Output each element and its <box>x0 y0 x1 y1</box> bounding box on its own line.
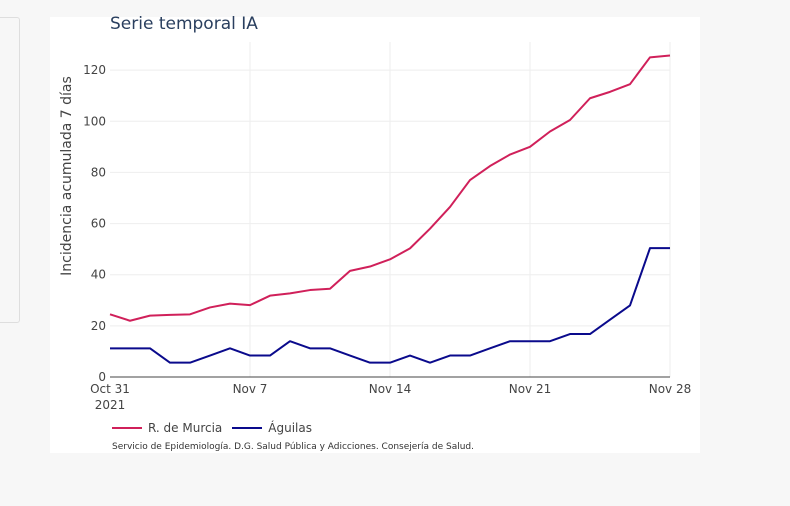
legend-item-aguilas[interactable]: Águilas <box>232 421 312 435</box>
y-tick-label: 20 <box>91 319 106 333</box>
y-tick-label: 0 <box>98 370 106 384</box>
x-tick-label: Oct 31 <box>90 382 130 396</box>
legend-item-murcia[interactable]: R. de Murcia <box>112 421 222 435</box>
y-tick-label: 120 <box>83 63 106 77</box>
legend-swatch-murcia <box>112 427 142 429</box>
y-tick-label: 80 <box>91 165 106 179</box>
y-tick-label: 60 <box>91 217 106 231</box>
x-tick-sublabel: 2021 <box>95 398 126 412</box>
y-tick-label: 40 <box>91 268 106 282</box>
chart-plot[interactable]: 0 20 40 60 80 100 120 Oct 31 2021 Nov 7 Nov 14 Nov … <box>50 17 700 417</box>
side-panel <box>0 17 20 323</box>
x-tick-label: Nov 21 <box>509 382 552 396</box>
chart-title: Serie temporal IA <box>110 14 258 34</box>
legend-swatch-aguilas <box>232 427 263 429</box>
y-tick-label: 100 <box>83 114 106 128</box>
legend-label-aguilas: Águilas <box>268 421 312 435</box>
chart-container: Serie temporal IA Incidencia acumulada 7… <box>50 14 700 453</box>
x-tick-label: Nov 14 <box>369 382 412 396</box>
legend-label-murcia: R. de Murcia <box>148 421 223 435</box>
legend[interactable]: R. de Murcia Águilas <box>112 419 322 437</box>
x-tick-label: Nov 28 <box>649 382 692 396</box>
source-note: Servicio de Epidemiología. D.G. Salud Pú… <box>112 442 474 452</box>
series-line-1[interactable] <box>110 247 670 364</box>
series-line-0[interactable] <box>109 54 671 322</box>
x-tick-label: Nov 7 <box>233 382 268 396</box>
